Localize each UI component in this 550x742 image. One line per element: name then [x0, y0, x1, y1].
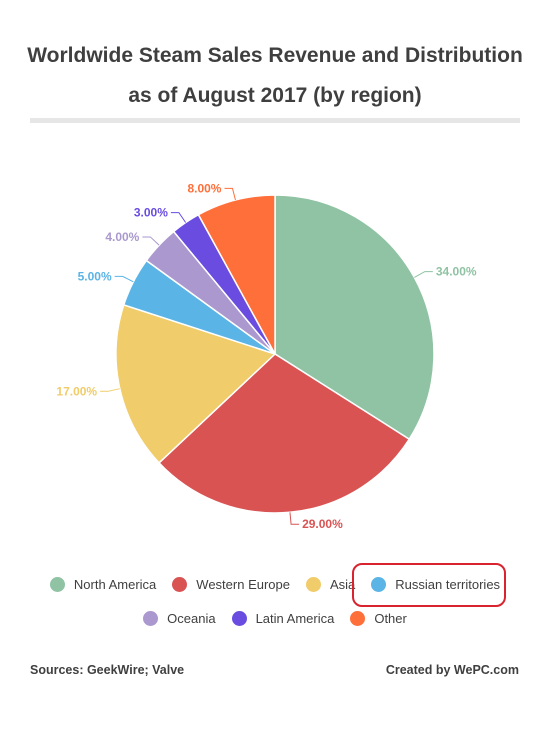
legend-label-asia: Asia: [330, 577, 356, 592]
chart-title-line-1: Worldwide Steam Sales Revenue and Distri…: [27, 44, 523, 67]
pie-slice-asia[interactable]: [115, 303, 277, 464]
leader-line-other: [224, 187, 236, 201]
data-label-asia: 17.00%: [56, 384, 97, 398]
pie-slice-western-europe[interactable]: [158, 353, 411, 514]
legend-item-russian-territories[interactable]: Russian territories: [371, 577, 500, 592]
leader-line-oceania: [142, 236, 160, 246]
legend-item-latin-america[interactable]: Latin America: [231, 611, 335, 626]
data-label-oceania: 4.00%: [105, 230, 139, 244]
legend-swatch-oceania: [143, 611, 159, 626]
legend-swatch-western-europe: [172, 577, 188, 592]
data-label-north-america: 34.00%: [436, 265, 477, 279]
pie-slice-north-america[interactable]: [274, 194, 435, 441]
leader-line-north-america: [414, 271, 433, 278]
legend-item-western-europe[interactable]: Western Europe: [172, 577, 290, 592]
chart-title-line-2: as of August 2017 (by region): [128, 84, 422, 107]
legend-row-1: North America Western Europe Asia Russia…: [0, 577, 550, 592]
legend-label-other: Other: [374, 611, 407, 626]
title-divider: [30, 118, 520, 123]
data-label-russian-territories: 5.00%: [78, 269, 112, 283]
data-label-latin-america: 3.00%: [134, 206, 168, 220]
legend-row-2: Oceania Latin America Other: [0, 611, 550, 626]
legend-item-other[interactable]: Other: [350, 611, 407, 626]
data-label-other: 8.00%: [187, 181, 221, 195]
legend-label-oceania: Oceania: [167, 611, 216, 626]
legend-swatch-asia: [306, 577, 321, 592]
leader-line-latin-america: [170, 212, 187, 223]
leader-line-asia: [100, 388, 120, 392]
legend-item-north-america[interactable]: North America: [49, 577, 157, 592]
legend-label-latin-america: Latin America: [255, 611, 335, 626]
legend-item-oceania[interactable]: Oceania: [143, 611, 216, 626]
data-label-western-europe: 29.00%: [302, 517, 343, 531]
footer-sources: Sources: GeekWire; Valve: [30, 663, 185, 677]
legend-swatch-north-america: [49, 577, 65, 592]
legend-label-western-europe: Western Europe: [196, 577, 290, 592]
legend-label-north-america: North America: [73, 577, 157, 592]
pie-chart: 34.00% 29.00% 17.00% 5.00% 4.00% 3.00% 8.00%: [56, 181, 477, 531]
legend-label-russian-territories: Russian territories: [395, 577, 501, 592]
legend-swatch-other: [350, 611, 366, 626]
legend-swatch-russian-territories: [371, 577, 387, 592]
legend-swatch-latin-america: [231, 611, 247, 626]
leader-line-western-europe: [289, 512, 300, 525]
legend-item-asia[interactable]: Asia: [306, 577, 355, 592]
footer-credit: Created by WePC.com: [385, 663, 519, 677]
chart-title: Worldwide Steam Sales Revenue and Distri…: [0, 36, 550, 116]
leader-line-russian-territories: [114, 275, 134, 283]
legend-highlight-annotation: [352, 563, 506, 607]
